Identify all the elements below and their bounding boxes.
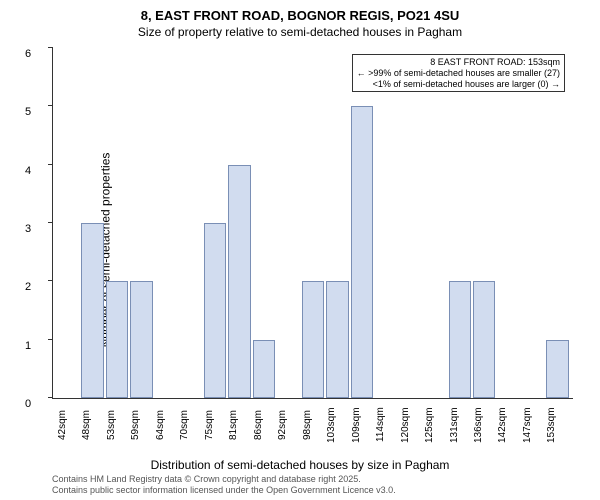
y-tick-label: 4: [25, 165, 31, 177]
bar: [546, 340, 568, 398]
bar: [449, 281, 471, 398]
y-tick-label: 1: [25, 340, 31, 352]
y-tick-mark: [48, 339, 53, 340]
y-tick-mark: [48, 397, 53, 398]
x-tick-label: 86sqm: [253, 400, 275, 450]
x-tick-label: 48sqm: [81, 400, 103, 450]
x-tick-label: 64sqm: [155, 400, 177, 450]
x-tick-label: 98sqm: [302, 400, 324, 450]
x-tick-label: 103sqm: [326, 400, 348, 450]
x-tick-label: 142sqm: [497, 400, 519, 450]
x-tick-label: 125sqm: [424, 400, 446, 450]
x-tick-label: 92sqm: [277, 400, 299, 450]
chart-subtitle: Size of property relative to semi-detach…: [0, 25, 600, 43]
bars-group: [53, 48, 573, 398]
chart-container: 8, EAST FRONT ROAD, BOGNOR REGIS, PO21 4…: [0, 0, 600, 500]
bar: [228, 165, 250, 398]
x-tick-label: 131sqm: [449, 400, 471, 450]
x-ticks-group: 42sqm48sqm53sqm59sqm64sqm70sqm75sqm81sqm…: [53, 400, 573, 450]
x-tick-label: 42sqm: [57, 400, 79, 450]
bar: [204, 223, 226, 398]
bar: [130, 281, 152, 398]
x-tick-label: 153sqm: [546, 400, 568, 450]
y-tick-label: 2: [25, 281, 31, 293]
bar: [81, 223, 103, 398]
x-tick-label: 120sqm: [400, 400, 422, 450]
y-tick-mark: [48, 222, 53, 223]
x-tick-label: 147sqm: [522, 400, 544, 450]
y-tick-label: 5: [25, 106, 31, 118]
credits: Contains HM Land Registry data © Crown c…: [52, 474, 396, 496]
y-tick-label: 3: [25, 223, 31, 235]
bar: [351, 106, 373, 398]
x-tick-label: 70sqm: [179, 400, 201, 450]
x-tick-label: 53sqm: [106, 400, 128, 450]
y-tick-mark: [48, 280, 53, 281]
bar: [106, 281, 128, 398]
chart-title: 8, EAST FRONT ROAD, BOGNOR REGIS, PO21 4…: [0, 0, 600, 25]
y-tick-mark: [48, 47, 53, 48]
y-tick-label: 0: [25, 398, 31, 410]
x-axis-label: Distribution of semi-detached houses by …: [151, 458, 450, 472]
x-tick-label: 75sqm: [204, 400, 226, 450]
y-tick-mark: [48, 105, 53, 106]
x-tick-label: 59sqm: [130, 400, 152, 450]
bar: [302, 281, 324, 398]
x-tick-label: 109sqm: [351, 400, 373, 450]
y-tick-label: 6: [25, 48, 31, 60]
credit-line2: Contains public sector information licen…: [52, 485, 396, 496]
x-tick-label: 81sqm: [228, 400, 250, 450]
bar: [253, 340, 275, 398]
x-tick-label: 136sqm: [473, 400, 495, 450]
bar: [473, 281, 495, 398]
plot-area: 8 EAST FRONT ROAD: 153sqm ← >99% of semi…: [52, 48, 573, 399]
y-tick-mark: [48, 164, 53, 165]
bar: [326, 281, 348, 398]
credit-line1: Contains HM Land Registry data © Crown c…: [52, 474, 396, 485]
x-tick-label: 114sqm: [375, 400, 397, 450]
